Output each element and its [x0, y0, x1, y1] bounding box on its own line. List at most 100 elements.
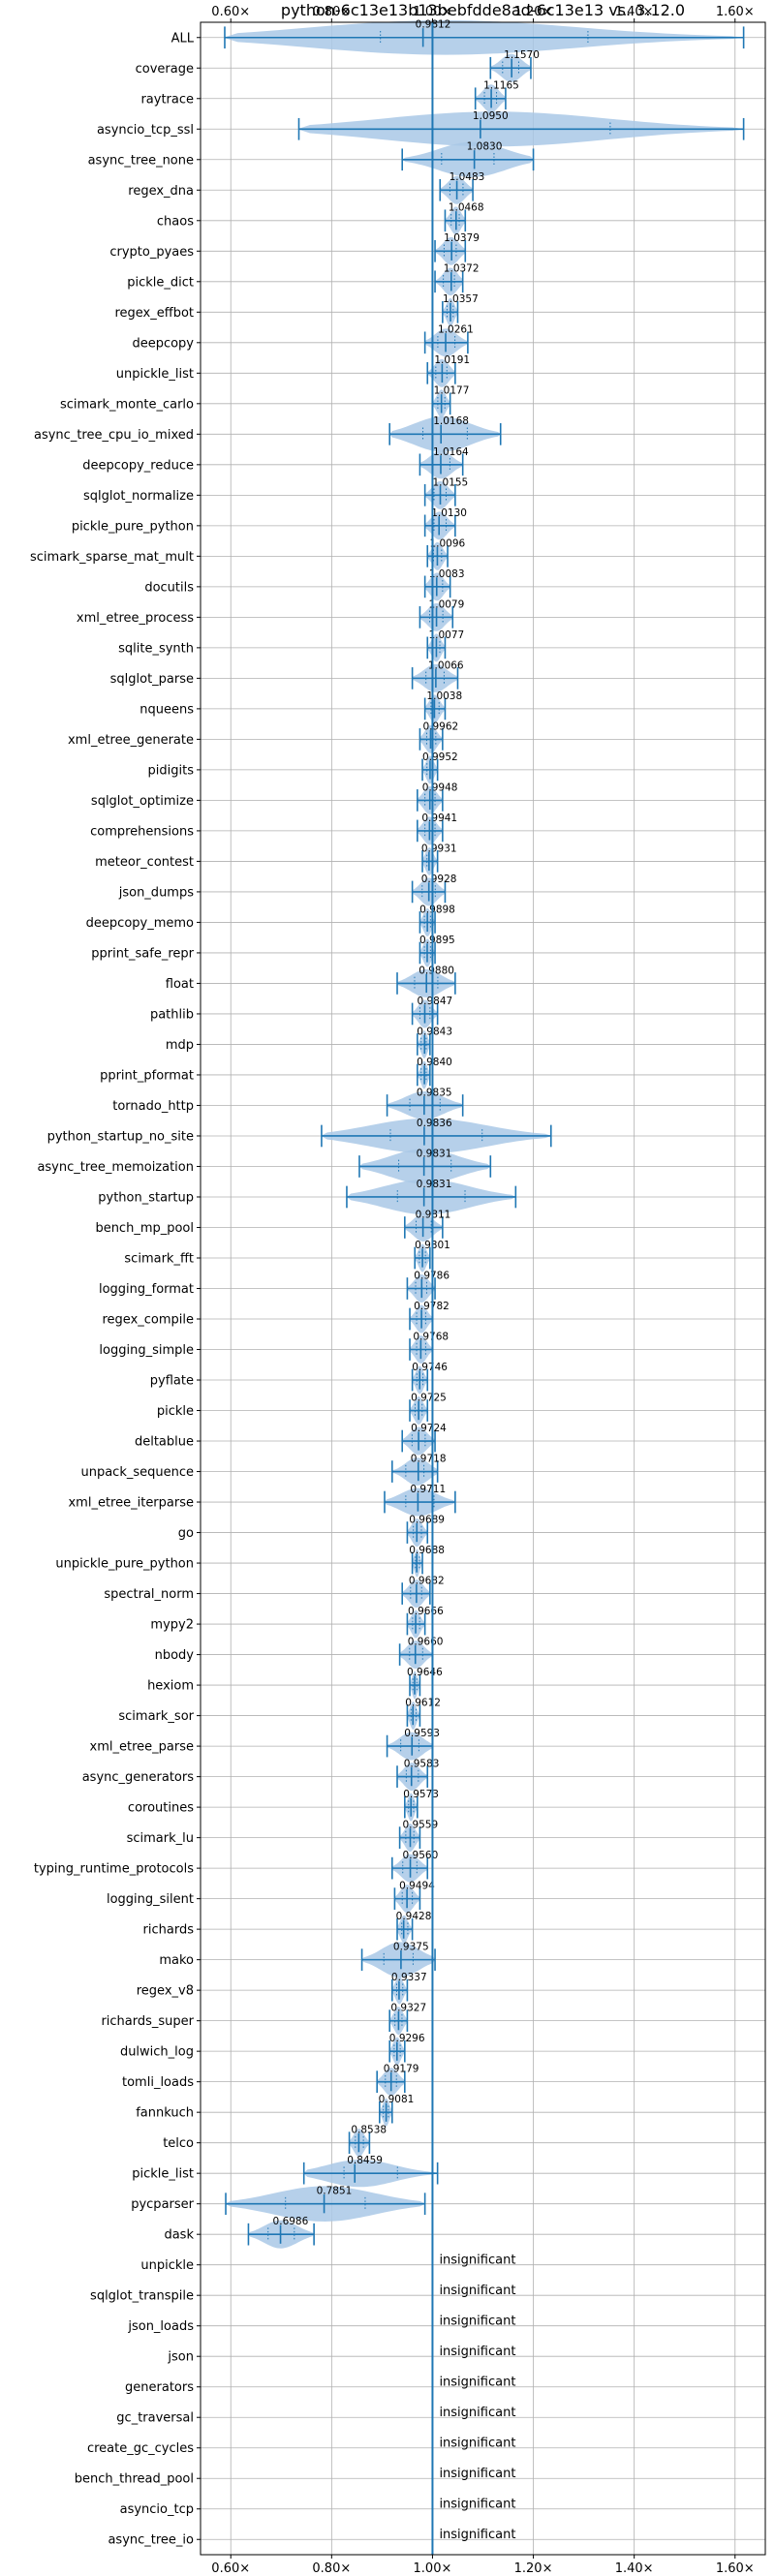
plot-marks: 0.98121.15701.11651.09501.08301.04831.04… [224, 19, 745, 2555]
benchmark-label: crypto_pyaes [109, 245, 194, 260]
benchmark-label: create_gc_cycles [87, 2441, 194, 2456]
value-label: 0.9660 [408, 1636, 444, 1647]
value-label: 0.9928 [421, 874, 457, 885]
value-label: 1.0038 [426, 690, 462, 702]
benchmark-label: sqlite_synth [118, 641, 194, 656]
value-label: 1.0066 [428, 659, 464, 671]
benchmark-label: tornado_http [112, 1099, 194, 1114]
benchmark-label: pprint_pformat [100, 1068, 194, 1083]
value-label: 0.9711 [410, 1484, 446, 1495]
value-label: 0.9847 [417, 996, 452, 1007]
axes: 0.60× 0.60× 0.80× 0.80× 1.00× 1.00× 1.20× 1.20×… [30, 5, 766, 2576]
insignificant-label: insignificant [439, 2315, 515, 2329]
value-label: 0.9337 [391, 1972, 427, 1983]
benchmark-label: meteor_contest [95, 855, 194, 870]
benchmark-label: async_tree_io [108, 2533, 194, 2548]
value-label: 0.9831 [417, 1148, 452, 1159]
value-label: 1.0379 [444, 232, 480, 244]
value-label: 1.0468 [449, 202, 484, 214]
benchmark-label: logging_simple [99, 1343, 194, 1358]
value-label: 0.9725 [411, 1392, 447, 1403]
value-label: 0.9843 [417, 1026, 452, 1037]
x-tick-label-top: 0.80× [312, 5, 351, 19]
value-label: 0.9494 [399, 1881, 435, 1892]
value-label: 1.1165 [483, 80, 519, 92]
value-label: 0.9768 [413, 1331, 449, 1342]
value-label: 0.9081 [379, 2094, 415, 2105]
value-label: 1.0079 [429, 598, 465, 610]
benchmark-label: coroutines [128, 1801, 194, 1816]
benchmark-label: sqlglot_parse [110, 672, 194, 687]
value-label: 0.9835 [417, 1087, 452, 1098]
benchmark-label: docutils [144, 580, 194, 595]
value-label: 0.9296 [389, 2033, 425, 2044]
benchmark-label: pycparser [131, 2197, 194, 2212]
benchmark-label: bench_mp_pool [95, 1221, 194, 1236]
benchmark-label: fannkuch [136, 2106, 194, 2121]
value-label: 0.9836 [417, 1118, 452, 1129]
benchmark-label: dask [164, 2228, 194, 2243]
benchmark-label: logging_silent [107, 1892, 194, 1907]
value-label: 0.6986 [273, 2216, 309, 2227]
value-label: 0.9593 [404, 1728, 440, 1739]
x-tick-label-bottom: 1.20× [514, 2561, 553, 2576]
benchmark-label: nqueens [140, 702, 194, 717]
value-label: 0.9179 [384, 2064, 419, 2075]
value-label: 1.0177 [434, 385, 470, 397]
grid [201, 22, 765, 2555]
value-label: 0.9327 [390, 2003, 426, 2014]
benchmark-label: unpickle [140, 2258, 194, 2273]
benchmark-label: regex_dna [128, 184, 194, 199]
benchmark-label: pickle_dict [127, 275, 194, 290]
benchmark-label: ALL [171, 31, 195, 46]
benchmark-label: xml_etree_generate [68, 733, 194, 748]
benchmark-label: dulwich_log [120, 2045, 194, 2060]
benchmark-label: pickle [157, 1404, 194, 1419]
value-label: 0.9962 [422, 721, 458, 732]
benchmark-label: coverage [136, 62, 194, 77]
value-label: 1.1570 [504, 49, 540, 61]
benchmark-label: typing_runtime_protocols [34, 1862, 194, 1877]
value-label: 0.8459 [347, 2155, 383, 2166]
benchmark-label: pprint_safe_repr [91, 946, 194, 961]
value-label: 1.0096 [429, 537, 465, 549]
value-label: 1.0130 [431, 507, 467, 519]
value-label: 0.9718 [411, 1453, 447, 1464]
x-tick-label-top: 1.00× [414, 5, 452, 19]
insignificant-label: insignificant [439, 2345, 515, 2359]
benchmark-label: deepcopy_reduce [82, 458, 194, 473]
insignificant-label: insignificant [439, 2498, 515, 2512]
value-label: 0.9559 [402, 1820, 438, 1831]
value-label: 0.8538 [351, 2125, 387, 2136]
value-label: 0.9724 [411, 1423, 447, 1434]
benchmark-label: json_dumps [118, 885, 194, 900]
value-label: 0.9428 [396, 1911, 432, 1922]
insignificant-label: insignificant [439, 2376, 515, 2390]
benchmark-label: async_tree_none [88, 153, 194, 168]
benchmark-label: raytrace [140, 92, 194, 107]
value-label: 1.0950 [473, 110, 509, 122]
benchmark-label: deltablue [135, 1435, 194, 1450]
value-label: 0.9840 [417, 1057, 452, 1068]
insignificant-label: insignificant [439, 2406, 515, 2420]
value-label: 0.9880 [418, 965, 454, 976]
benchmark-label: pidigits [148, 763, 195, 778]
x-tick-label-bottom: 0.80× [312, 2561, 351, 2576]
benchmark-label: logging_format [99, 1282, 194, 1297]
benchmark-label: unpickle_list [116, 367, 194, 382]
benchmark-label: comprehensions [90, 824, 194, 839]
benchmark-label: go [178, 1526, 194, 1541]
benchmark-label: unpickle_pure_python [55, 1557, 194, 1572]
benchmark-label: regex_effbot [114, 306, 194, 321]
value-label: 1.0083 [429, 568, 465, 580]
value-label: 0.9931 [421, 843, 457, 854]
benchmark-label: scimark_sparse_mat_mult [30, 550, 194, 565]
x-tick-label-top: 1.20× [514, 5, 553, 19]
value-label: 0.9952 [422, 751, 458, 763]
x-tick-label-bottom: 1.60× [716, 2561, 755, 2576]
value-label: 0.9688 [409, 1545, 445, 1556]
benchmark-label: python_startup_no_site [47, 1129, 194, 1144]
x-tick-label-bottom: 1.00× [414, 2561, 452, 2576]
value-label: 0.9831 [417, 1179, 452, 1190]
benchmark-label: pyflate [150, 1374, 194, 1389]
